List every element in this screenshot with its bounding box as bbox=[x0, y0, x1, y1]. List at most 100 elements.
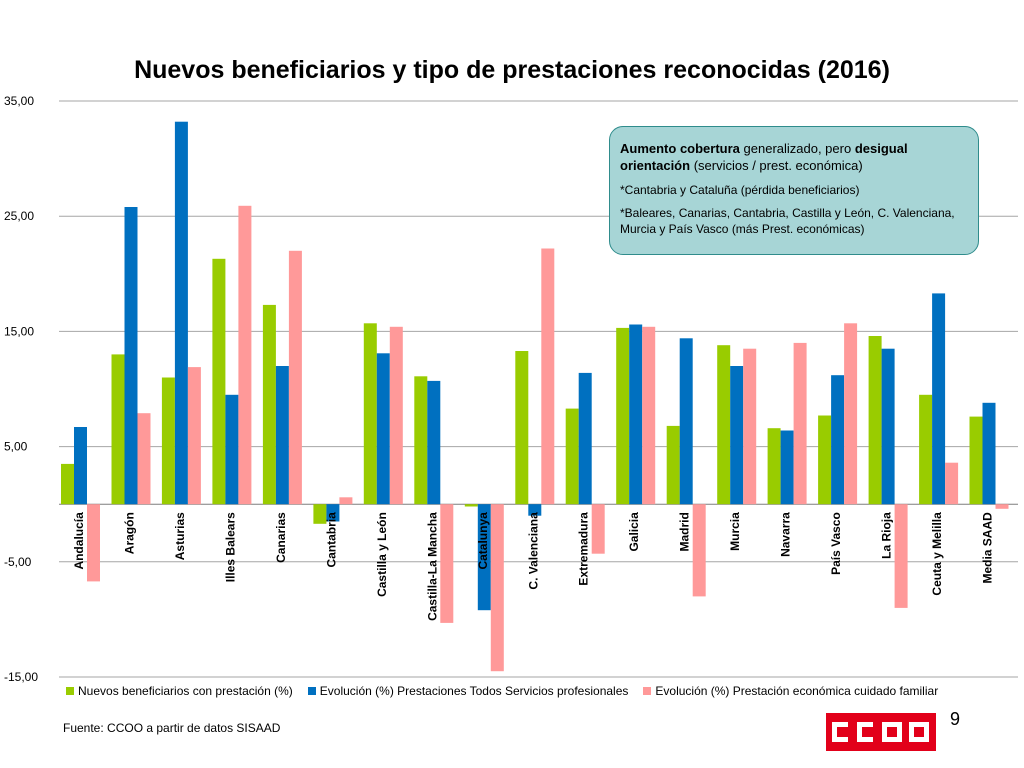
x-category-label: Cantabria bbox=[324, 512, 338, 568]
chart-legend: Nuevos beneficiarios con prestación (%) E… bbox=[66, 684, 953, 698]
bar-series-1 bbox=[111, 354, 125, 505]
legend-item-2: Evolución (%) Prestaciones Todos Servici… bbox=[307, 684, 629, 698]
y-tick-label: 5,00 bbox=[4, 440, 28, 454]
bar-series-1 bbox=[464, 504, 478, 507]
ccoo-logo bbox=[826, 713, 936, 751]
legend-item-3: Evolución (%) Prestación económica cuida… bbox=[643, 684, 938, 698]
bar-series-2 bbox=[629, 324, 643, 505]
bar-series-3 bbox=[339, 497, 353, 505]
bar-series-3 bbox=[743, 348, 757, 505]
x-category-label: Asturias bbox=[173, 512, 187, 560]
bar-series-2 bbox=[427, 380, 441, 505]
x-category-label: Aragón bbox=[123, 512, 137, 554]
x-category-label: Castilla y León bbox=[375, 512, 389, 597]
callout-box: Aumento cobertura generalizado, pero des… bbox=[609, 126, 979, 255]
bar-series-1 bbox=[565, 408, 579, 505]
bar-series-1 bbox=[616, 327, 630, 505]
bar-series-1 bbox=[919, 394, 933, 505]
bar-series-1 bbox=[61, 463, 74, 505]
x-category-label: Ceuta y Melilla bbox=[930, 512, 944, 596]
bar-series-3 bbox=[844, 323, 858, 505]
bar-series-1 bbox=[414, 376, 428, 505]
bar-series-3 bbox=[440, 504, 454, 623]
callout-paragraph-2: *Cantabria y Cataluña (pérdida beneficia… bbox=[620, 183, 860, 197]
bar-series-1 bbox=[212, 258, 226, 505]
bar-series-2 bbox=[932, 293, 946, 505]
bar-series-3 bbox=[894, 504, 908, 608]
bar-series-2 bbox=[528, 504, 542, 516]
y-tick-label: 35,00 bbox=[4, 94, 34, 108]
bar-series-1 bbox=[515, 351, 529, 505]
bar-series-2 bbox=[124, 207, 138, 505]
x-category-label: Madrid bbox=[678, 512, 692, 551]
bar-series-2 bbox=[74, 427, 87, 505]
bar-series-1 bbox=[969, 416, 983, 505]
x-category-label: C. Valenciana bbox=[526, 512, 540, 590]
callout-bold-2: desigual orientación bbox=[620, 141, 908, 173]
bar-series-1 bbox=[161, 377, 175, 505]
x-category-label: Catalunya bbox=[476, 512, 490, 570]
x-category-label: Navarra bbox=[779, 512, 793, 557]
legend-label: Evolución (%) Prestaciones Todos Servici… bbox=[319, 684, 629, 698]
callout-paragraph-1: Aumento cobertura generalizado, pero des… bbox=[620, 140, 968, 174]
bar-series-1 bbox=[767, 428, 781, 505]
bar-series-1 bbox=[666, 425, 680, 505]
bar-series-1 bbox=[313, 504, 327, 524]
bar-series-3 bbox=[187, 367, 201, 505]
bar-series-2 bbox=[679, 338, 693, 505]
bar-series-1 bbox=[868, 336, 882, 505]
bar-series-2 bbox=[578, 372, 592, 505]
bar-series-3 bbox=[238, 205, 252, 505]
bar-series-2 bbox=[780, 430, 794, 505]
chart-title: Nuevos beneficiarios y tipo de prestacio… bbox=[134, 56, 890, 84]
slide-number: 9 bbox=[950, 709, 961, 729]
bar-series-3 bbox=[793, 342, 807, 505]
bar-series-3 bbox=[642, 326, 656, 505]
x-category-label: Andalucía bbox=[72, 512, 86, 570]
bar-series-1 bbox=[717, 345, 731, 505]
bar-series-3 bbox=[591, 504, 605, 554]
bar-series-3 bbox=[137, 413, 151, 505]
y-tick-label: 15,00 bbox=[4, 324, 34, 338]
bar-series-3 bbox=[288, 250, 302, 505]
bar-series-2 bbox=[982, 402, 996, 505]
bar-series-3 bbox=[692, 504, 706, 597]
x-category-label: Illes Balears bbox=[223, 512, 237, 582]
legend-swatch bbox=[307, 687, 316, 695]
bar-series-3 bbox=[389, 326, 403, 505]
x-category-label: Extremadura bbox=[577, 512, 591, 586]
bar-chart: -15,00 -5,00 5,00 15,00 25,00 35,00 Andalucía A… bbox=[4, 94, 1018, 684]
bar-series-2 bbox=[477, 504, 491, 611]
legend-label: Evolución (%) Prestación económica cuida… bbox=[655, 684, 939, 698]
bar-series-3 bbox=[995, 504, 1009, 509]
bar-series-2 bbox=[831, 375, 845, 505]
legend-label: Nuevos beneficiarios con prestación (%) bbox=[78, 684, 293, 698]
legend-swatch bbox=[66, 687, 74, 695]
bar-series-2 bbox=[174, 121, 188, 505]
bar-series-3 bbox=[541, 248, 555, 505]
legend-item-1: Nuevos beneficiarios con prestación (%) bbox=[66, 684, 293, 698]
x-category-label: Galicia bbox=[627, 512, 641, 552]
callout-bold-1: Aumento cobertura bbox=[620, 141, 740, 156]
bar-series-1 bbox=[262, 304, 276, 505]
callout-text-1: generalizado, pero bbox=[739, 141, 855, 156]
y-tick-label: -15,00 bbox=[4, 670, 38, 684]
x-category-label: Castilla-La Mancha bbox=[425, 512, 439, 621]
x-category-label: La Rioja bbox=[880, 512, 894, 559]
bar-series-2 bbox=[225, 394, 239, 505]
x-category-label: Media SAAD bbox=[981, 512, 995, 584]
x-category-label: Canarias bbox=[274, 512, 288, 563]
x-category-label: Murcia bbox=[728, 512, 742, 551]
bar-series-2 bbox=[326, 504, 340, 522]
bar-series-3 bbox=[490, 504, 504, 672]
bar-series-1 bbox=[818, 415, 832, 505]
bar-series-1 bbox=[363, 323, 377, 505]
y-tick-label: 25,00 bbox=[4, 209, 34, 223]
bar-series-2 bbox=[376, 353, 390, 505]
callout-text-2: (servicios / prest. económica) bbox=[690, 158, 863, 173]
bar-series-3 bbox=[87, 504, 100, 582]
bar-series-2 bbox=[275, 366, 289, 505]
y-tick-label: -5,00 bbox=[4, 555, 32, 569]
x-category-label: País Vasco bbox=[829, 512, 843, 575]
bar-series-2 bbox=[730, 366, 744, 505]
